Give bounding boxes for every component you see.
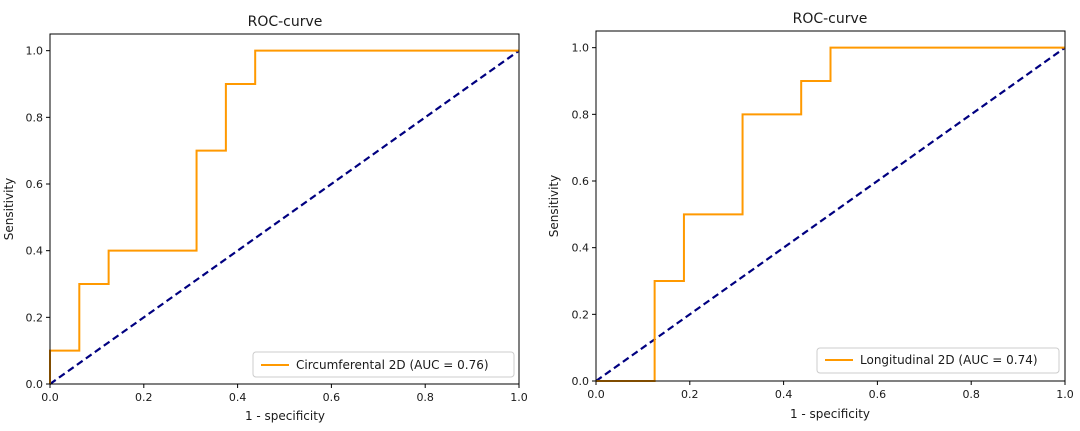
- x-tick-label: 0.6: [323, 391, 341, 404]
- chart-left: ROC-curve 0.0 0.2 0.4 0.6 0.8 1.0 0.00.20.40.…: [2, 14, 528, 423]
- y-tick-label: 0.0: [572, 375, 590, 388]
- chart-right: ROC-curve 0.0 0.2 0.4 0.6 0.8 1.0 0.00.20.40.…: [547, 11, 1074, 421]
- y-axis: 0.0 0.2 0.4 0.6 0.8 1.0: [26, 45, 50, 391]
- legend-label: Longitudinal 2D (AUC = 0.74): [860, 353, 1038, 367]
- legend: Circumferental 2D (AUC = 0.76): [252, 351, 515, 378]
- x-tick-label: 0.8: [416, 391, 434, 404]
- y-tick-label: 0.2: [26, 311, 44, 324]
- y-tick-label: 1.0: [26, 45, 44, 58]
- x-tick-label: 0.2: [135, 391, 153, 404]
- y-tick-label: 0.8: [572, 108, 590, 121]
- x-tick-label: 0.0: [587, 388, 605, 401]
- y-tick-label: 0.6: [572, 175, 590, 188]
- chart-title: ROC-curve: [793, 11, 868, 27]
- x-tick-label: 0.0: [41, 391, 59, 404]
- x-tick-label: 0.4: [229, 391, 247, 404]
- x-tick-label: 0.4: [775, 388, 793, 401]
- y-tick-label: 0.0: [26, 378, 44, 391]
- x-tick-label: 1.0: [1056, 388, 1074, 401]
- reference-diagonal-line: [49, 49, 520, 385]
- reference-diagonal-line: [595, 46, 1066, 382]
- x-tick-label: 1.0: [510, 391, 528, 404]
- axes-frame: [595, 30, 1066, 382]
- y-tick-label: 0.6: [26, 178, 44, 191]
- y-axis-label: Sensitivity: [2, 178, 16, 240]
- x-tick-label: 0.8: [962, 388, 980, 401]
- roc-curve-line: [49, 49, 519, 384]
- x-axis: 0.0 0.2 0.4 0.6 0.8 1.0: [41, 384, 528, 404]
- y-axis-label: Sensitivity: [547, 175, 561, 237]
- y-tick-label: 1.0: [572, 42, 590, 55]
- x-axis-label: 1 - specificity: [790, 407, 870, 421]
- x-axis: 0.0 0.2 0.4 0.6 0.8 1.0: [587, 381, 1074, 401]
- y-tick-label: 0.2: [572, 308, 590, 321]
- legend-label: Circumferental 2D (AUC = 0.76): [296, 358, 489, 372]
- x-tick-label: 0.2: [681, 388, 699, 401]
- legend: Longitudinal 2D (AUC = 0.74): [816, 347, 1060, 374]
- x-tick-label: 0.6: [869, 388, 887, 401]
- y-tick-label: 0.4: [26, 245, 44, 258]
- x-axis-label: 1 - specificity: [245, 409, 325, 423]
- chart-title: ROC-curve: [248, 14, 323, 30]
- legend-box: [252, 351, 515, 378]
- y-tick-label: 0.8: [26, 111, 44, 124]
- legend-box: [816, 347, 1060, 374]
- axes-frame: [49, 33, 520, 385]
- y-tick-label: 0.4: [572, 242, 590, 255]
- roc-curve-line: [596, 46, 1065, 382]
- plot-area: [595, 46, 1066, 382]
- plot-area: [49, 49, 520, 385]
- y-axis: 0.0 0.2 0.4 0.6 0.8 1.0: [572, 42, 596, 388]
